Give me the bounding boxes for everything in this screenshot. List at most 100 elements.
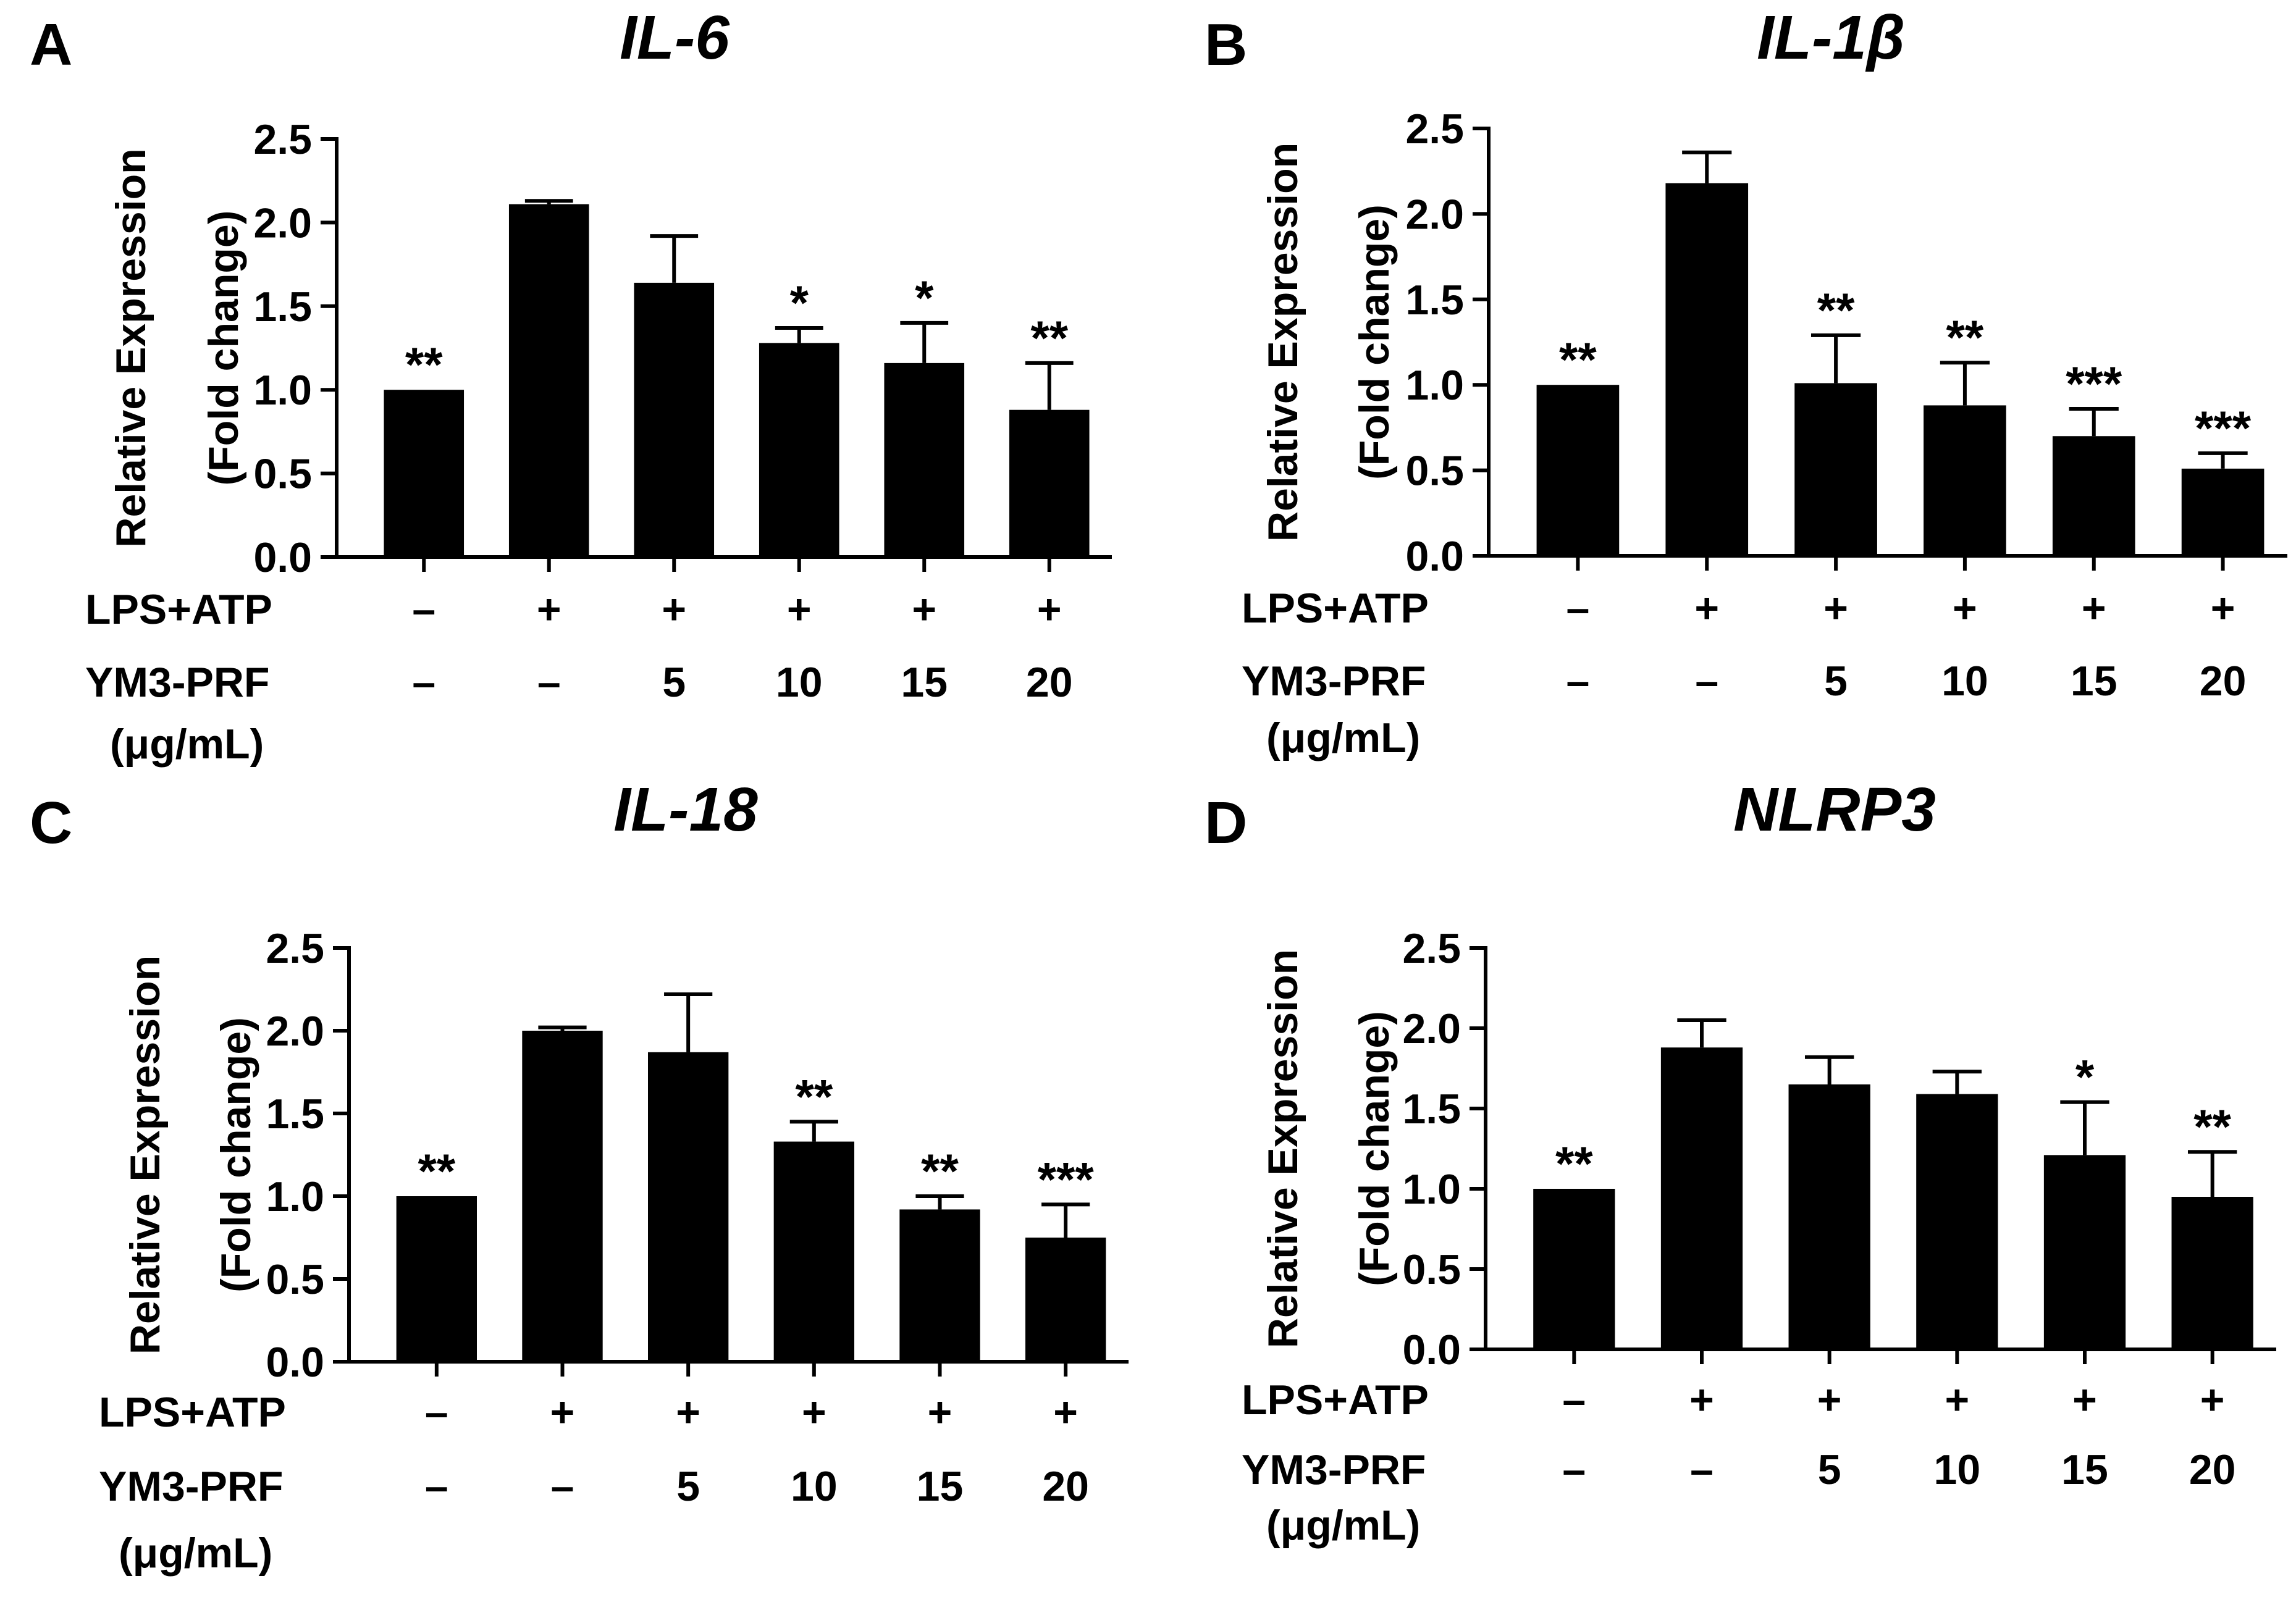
y-tick-label: 2.0 [1402,1005,1461,1052]
significance-marker: * [915,270,934,325]
significance-marker: ** [2193,1099,2231,1154]
bar [1533,1189,1615,1349]
bar [2043,1155,2126,1349]
y-axis-label-line-2: (Fold change) [200,211,247,486]
significance-marker: *** [1038,1152,1095,1206]
dose-value: – [1690,1446,1714,1493]
dose-value: 15 [901,659,948,706]
significance-marker: ** [1030,311,1068,365]
dose-value: 5 [1818,1446,1841,1493]
bar [773,1141,855,1362]
lps-atp-value: + [1945,1377,1969,1423]
lps-atp-value: – [1562,1377,1586,1423]
lps-atp-value: + [662,586,686,633]
y-axis-label: Relative Expression [1259,949,1306,1348]
row-label-units: (μg/mL) [1266,1502,1420,1549]
dose-value: 5 [676,1463,700,1510]
y-tick-label: 2.0 [253,199,312,246]
dose-value: 10 [1934,1446,1981,1493]
dose-value: – [1562,1446,1586,1493]
y-tick-label: 0.5 [1405,448,1464,495]
dose-value: 20 [2200,658,2247,705]
lps-atp-value: – [412,586,435,633]
lps-atp-value: + [1053,1389,1078,1436]
lps-atp-value: + [2072,1377,2097,1423]
y-tick-label: 0.0 [1402,1327,1461,1373]
dose-value: 20 [2189,1446,2236,1493]
panel-letter: A [30,12,72,78]
row-label-units: (μg/mL) [110,721,264,768]
lps-atp-value: + [537,586,561,633]
row-label-units: (μg/mL) [119,1530,272,1577]
bar [1009,409,1090,557]
lps-atp-value: – [1566,585,1590,632]
lps-atp-value: – [425,1389,448,1436]
dose-value: – [425,1463,448,1510]
significance-marker: *** [2195,401,2252,455]
y-tick-label: 0.5 [266,1256,324,1303]
panel-d: D NLRP3 Relative Expression (Fold change)0.… [1205,775,2276,1549]
significance-marker: ** [1559,332,1597,387]
y-tick-label: 2.5 [1405,106,1464,153]
y-axis-label-line-2: (Fold change) [1351,204,1398,480]
lps-atp-value: + [1817,1377,1842,1423]
dose-value: – [1566,658,1590,705]
lps-atp-value: + [1037,586,1062,633]
lps-atp-value: + [1694,585,1719,632]
row-label-ym3-prf: YM3-PRF [99,1463,283,1510]
lps-atp-value: + [1689,1377,1714,1423]
y-axis-label-line-2: (Fold change) [212,1017,259,1293]
y-tick-label: 0.0 [266,1339,324,1386]
bar [1665,183,1749,556]
significance-marker: ** [1817,283,1855,337]
significance-marker: ** [405,337,443,392]
bar [522,1031,603,1362]
y-tick-label: 1.5 [253,283,312,330]
y-tick-label: 1.0 [1405,362,1464,409]
bar [1916,1094,1998,1349]
dose-value: 10 [1941,658,1988,705]
y-tick-label: 1.0 [1402,1166,1461,1213]
chart-title: IL-1β [1757,3,1905,72]
bar [884,363,965,557]
dose-value: 5 [1824,658,1848,705]
significance-marker: ** [795,1069,833,1123]
chart-title: IL-18 [613,775,758,844]
significance-marker: ** [418,1144,455,1198]
row-label-lps-atp: LPS+ATP [1242,1377,1429,1423]
bar [1924,405,2006,556]
panel-letter: C [30,790,72,856]
row-label-ym3-prf: YM3-PRF [1242,658,1426,705]
bar [1660,1047,1743,1349]
significance-marker: * [790,275,809,330]
bar [1536,385,1620,556]
bar [2052,436,2135,556]
dose-value: – [1695,658,1718,705]
y-tick-label: 2.5 [266,925,324,972]
y-tick-label: 2.5 [253,116,312,163]
row-label-ym3-prf: YM3-PRF [85,659,269,706]
y-tick-label: 2.5 [1402,925,1461,972]
row-label-lps-atp: LPS+ATP [99,1389,286,1436]
lps-atp-value: + [2082,585,2106,632]
y-axis-label-line-2: (Fold change) [1351,1011,1398,1286]
lps-atp-value: + [1823,585,1848,632]
bar [2171,1197,2253,1349]
dose-value: 5 [662,659,686,706]
significance-marker: *** [2066,356,2122,411]
bar [759,343,839,557]
significance-marker: * [2075,1050,2095,1104]
lps-atp-value: + [787,586,812,633]
lps-atp-value: + [676,1389,700,1436]
significance-marker: ** [1555,1136,1593,1191]
bar [508,204,589,557]
lps-atp-value: + [550,1389,575,1436]
significance-marker: ** [921,1144,959,1198]
y-axis-label: Relative Expression [107,148,154,547]
y-tick-label: 0.0 [1405,533,1464,580]
bar [384,390,465,557]
dose-value: – [537,659,561,706]
y-tick-label: 0.5 [253,451,312,498]
dose-value: 10 [776,659,823,706]
